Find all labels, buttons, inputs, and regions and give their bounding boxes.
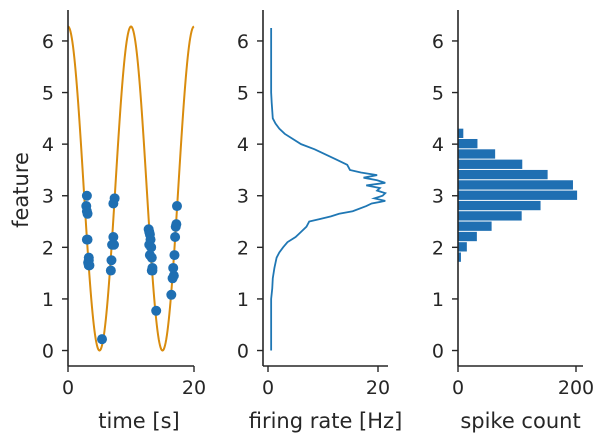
- y-tick-label: 3: [42, 186, 54, 208]
- y-tick-label: 3: [237, 186, 249, 208]
- y-tick-label: 6: [432, 31, 444, 53]
- spike-point: [108, 239, 119, 250]
- spike-point: [97, 334, 108, 345]
- y-tick-label: 2: [42, 237, 54, 259]
- y-tick-label: 0: [432, 341, 444, 363]
- spike-point: [169, 250, 180, 261]
- histogram-bar: [458, 221, 492, 231]
- histogram-bar: [458, 149, 496, 159]
- tuning-curve-line: [67, 25, 195, 352]
- firing-rate-panel: 0 1 2 3 4 5 6 0 20 firing rate [Hz]: [237, 10, 402, 433]
- x-tick-label: 200: [558, 377, 594, 399]
- x-tick-label: 0: [452, 377, 464, 399]
- histogram-bar: [458, 200, 541, 211]
- spike-point: [168, 270, 179, 281]
- x-tick-label: 20: [366, 377, 390, 399]
- histogram-bar: [458, 128, 464, 138]
- spike-count-panel: 0 1 2 3 4 5 6 0 200 spike count: [432, 10, 594, 433]
- spike-point: [105, 265, 116, 276]
- spike-point: [146, 242, 157, 253]
- firing-rate-line: [270, 28, 388, 351]
- y-tick-label: 6: [237, 31, 249, 53]
- y-tick-label: 1: [42, 289, 54, 311]
- y-tick-label: 3: [432, 186, 444, 208]
- y-tick-label: 2: [237, 237, 249, 259]
- spike-point: [171, 219, 182, 230]
- spike-point: [82, 234, 93, 245]
- spike-point: [81, 190, 92, 201]
- y-tick-label: 1: [237, 289, 249, 311]
- y-tick-label: 5: [432, 83, 444, 105]
- y-tick-label: 5: [237, 83, 249, 105]
- y-tick-label: 4: [432, 134, 444, 156]
- x-axis-label: time [s]: [98, 409, 179, 433]
- y-tick-label: 5: [42, 83, 54, 105]
- y-tick-label: 0: [42, 341, 54, 363]
- spike-point: [82, 208, 93, 219]
- y-tick-label: 6: [42, 31, 54, 53]
- spike-point: [108, 232, 119, 243]
- spike-point: [151, 305, 162, 316]
- histogram-bar: [458, 190, 578, 200]
- histogram-bar: [458, 159, 523, 169]
- y-tick-label: 4: [42, 134, 54, 156]
- histogram-bar: [458, 138, 478, 149]
- histogram-bar: [458, 242, 467, 252]
- histogram-bar: [458, 231, 477, 242]
- y-tick-label: 2: [432, 237, 444, 259]
- spike-point: [146, 252, 157, 263]
- spike-point: [168, 262, 179, 273]
- spike-point: [170, 232, 181, 243]
- y-tick-label: 4: [237, 134, 249, 156]
- x-tick-label: 20: [182, 377, 206, 399]
- spike-point: [83, 260, 94, 271]
- spike-point: [108, 198, 119, 209]
- histogram-bar: [458, 252, 461, 262]
- y-axis-label: feature: [9, 152, 33, 228]
- histogram-bar: [458, 169, 548, 180]
- spike-point: [106, 255, 117, 266]
- x-axis-label: spike count: [460, 409, 580, 433]
- y-tick-label: 1: [432, 289, 444, 311]
- spike-point: [171, 201, 182, 212]
- histogram-bar: [458, 211, 522, 221]
- spike-point: [166, 289, 177, 300]
- y-tick-label: 0: [237, 341, 249, 363]
- x-axis-label: firing rate [Hz]: [249, 409, 403, 433]
- x-tick-label: 0: [262, 377, 274, 399]
- x-tick-label: 0: [62, 377, 74, 399]
- spike-point: [147, 265, 158, 276]
- histogram-bar: [458, 180, 573, 190]
